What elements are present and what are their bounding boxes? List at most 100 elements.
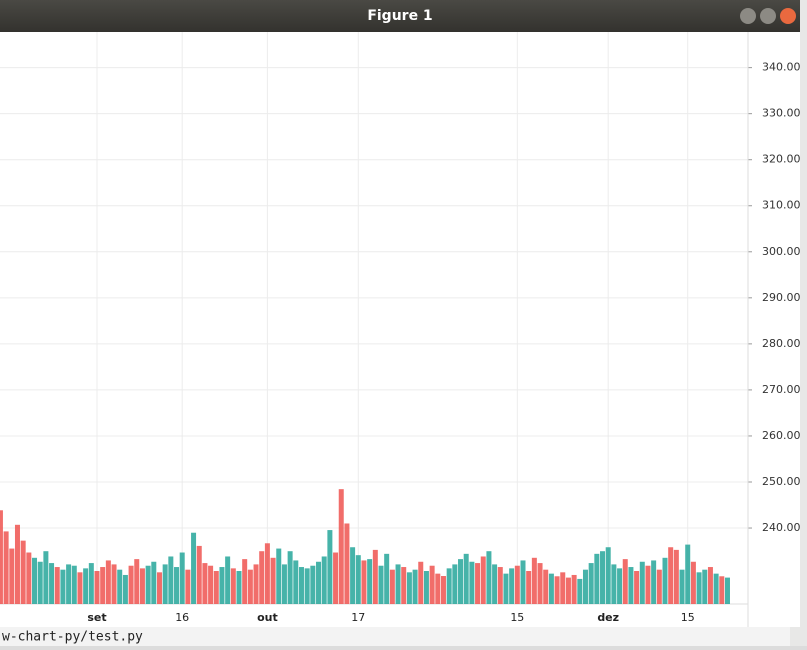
x-tick-label: dez [597,611,619,624]
volume-bar [531,557,537,604]
volume-bar [191,532,197,604]
volume-bar [395,564,401,604]
y-tick-label: 300.00 [762,245,801,258]
x-tick-label: set [87,611,106,624]
volume-bar [185,569,191,604]
y-tick-label: 320.00 [762,153,801,166]
volume-bar [344,523,350,604]
volume-bar [497,567,503,604]
chart-canvas [0,32,800,627]
volume-bar [628,567,634,604]
volume-bar [617,568,623,604]
maximize-button[interactable] [760,8,776,24]
volume-bar [702,569,708,604]
volume-bar [713,573,719,604]
volume-bar [202,563,208,604]
volume-bar [673,549,679,604]
volume-bar [429,565,435,604]
volume-bar [707,567,713,604]
volume-bar [287,551,293,604]
volume-bar [514,565,520,604]
volume-bar [622,559,628,604]
volume-bar [480,556,486,604]
plot: 240.00 250.00 260.00 270.00 280.00 290.00 300.… [0,32,801,627]
x-tick-label: 15 [681,611,695,624]
y-tick-label: 250.00 [762,475,801,488]
title-bar [0,0,800,32]
volume-bar [208,565,214,604]
volume-bar [168,556,174,604]
volume-bar [639,561,645,604]
volume-bar [463,553,469,604]
volume-bar [361,560,367,604]
volume-bar [486,551,492,604]
volume-bar [151,561,157,604]
volume-bar [662,557,668,604]
volume-bar [60,569,66,604]
volume-bar [469,561,475,604]
volume-bar [418,561,424,604]
volume-bar [401,567,407,604]
y-tick-label: 340.00 [762,61,801,74]
volume-bar [0,510,3,604]
volume-bar [213,571,219,604]
window-title: Figure 1 [367,8,432,24]
volume-bar [594,553,600,604]
volume-bar [236,571,242,604]
minimize-button[interactable] [740,8,756,24]
volume-bar [543,569,549,604]
volume-bar [582,569,588,604]
volume-bar [554,576,560,604]
volume-bar [355,555,361,604]
volume-bar [685,544,691,604]
volume-bar [100,567,106,604]
volume-bar [690,561,696,604]
volume-bar [134,559,140,604]
volume-bar [54,567,60,604]
volume-bar [298,567,304,604]
volume-bar [321,556,327,604]
volume-bar [71,565,77,604]
volume-bar [247,569,253,604]
volume-bar [145,565,151,604]
volume-bar [316,561,322,604]
volume-bar [446,568,452,604]
volume-bar [440,576,446,604]
volume-bar [509,568,515,604]
volume-bar [253,564,259,604]
y-tick-label: 260.00 [762,429,801,442]
volume-bar [26,552,32,604]
volume-bar [520,560,526,604]
volume-bar [412,569,418,604]
volume-bar [406,572,412,604]
volume-bar [111,564,117,604]
volume-bar [645,565,651,604]
volume-bar [526,571,532,604]
volume-bar [611,564,617,604]
y-tick-label: 330.00 [762,107,801,120]
volume-bar [9,548,15,604]
y-tick-label: 290.00 [762,291,801,304]
volume-bar [696,572,702,604]
volume-bar [3,531,9,604]
volume-bar [719,576,725,604]
volume-bar [156,572,162,604]
x-tick-label: 16 [175,611,189,624]
y-tick-label: 280.00 [762,337,801,350]
volume-bar [196,545,202,604]
volume-bar [435,573,441,604]
volume-bar [310,565,316,604]
close-button[interactable] [780,8,796,24]
volume-bar [179,552,185,604]
volume-bar [117,569,123,604]
x-tick-label: 17 [351,611,365,624]
volume-bar [588,563,594,604]
volume-bar [503,573,509,604]
volume-bar [537,563,543,604]
volume-bar [372,549,378,604]
volume-bar [571,574,577,604]
volume-bar [259,551,265,604]
volume-bar [162,564,168,604]
volume-bar [338,489,344,604]
